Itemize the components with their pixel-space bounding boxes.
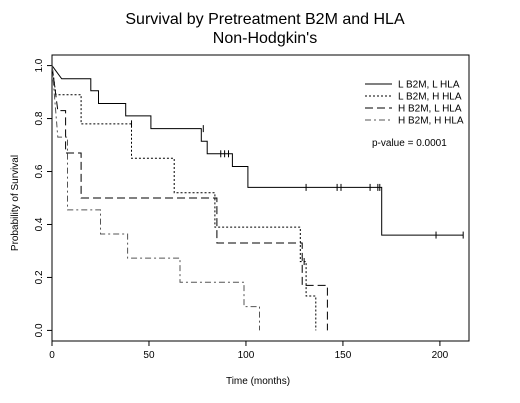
x-tick-label: 50 — [143, 350, 155, 361]
series-line-2 — [51, 65, 317, 331]
chart-title: Survival by Pretreatment B2M and HLA — [125, 11, 405, 28]
legend-label: L B2M, L HLA — [398, 80, 460, 91]
plot-frame — [51, 54, 470, 342]
chart-subtitle: Non-Hodgkin's — [213, 30, 317, 47]
legend-label: H B2M, H HLA — [398, 116, 464, 127]
x-axis-label: Time (months) — [226, 376, 290, 387]
y-tick-label: 0.0 — [34, 323, 45, 337]
survival-curves — [51, 65, 464, 331]
x-axis: 0 50 100 150 200 — [49, 341, 449, 361]
y-tick-label: 0.6 — [34, 164, 45, 178]
p-value-annotation: p-value = 0.0001 — [372, 138, 447, 149]
series-line-4 — [51, 65, 260, 331]
y-axis-label: Probability of Survival — [10, 155, 21, 251]
series-line-1 — [51, 65, 464, 236]
x-tick-label: 150 — [335, 350, 352, 361]
legend-label: L B2M, H HLA — [398, 92, 462, 103]
y-tick-label: 1.0 — [34, 58, 45, 72]
y-tick-label: 0.2 — [34, 270, 45, 284]
x-tick-label: 0 — [49, 350, 55, 361]
y-tick-label: 0.4 — [34, 217, 45, 231]
series-line-3 — [51, 65, 328, 331]
legend-label: H B2M, L HLA — [398, 104, 462, 115]
x-tick-label: 100 — [238, 350, 255, 361]
y-axis: 0.0 0.2 0.4 0.6 0.8 1.0 — [34, 58, 52, 337]
y-tick-label: 0.8 — [34, 111, 45, 125]
x-tick-label: 200 — [432, 350, 449, 361]
